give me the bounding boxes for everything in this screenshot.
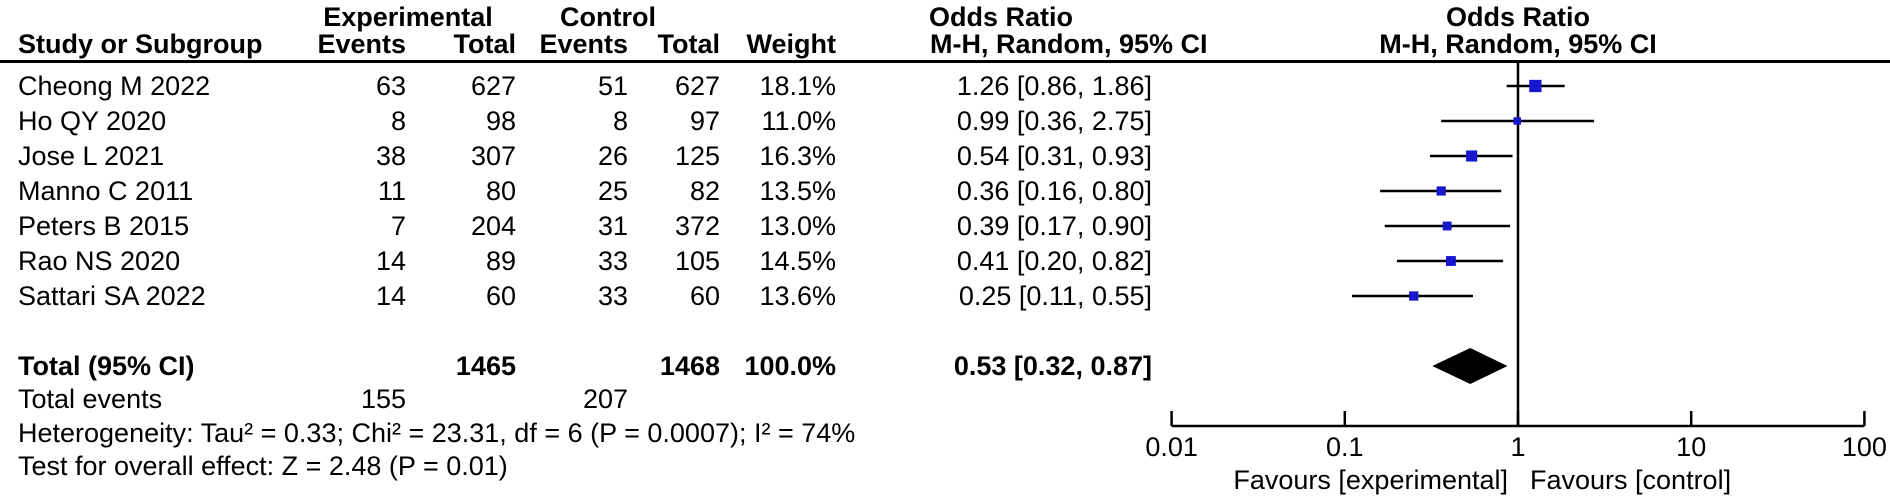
study-events-exp: 8 [390, 106, 406, 136]
study-weight: 16.3% [759, 141, 836, 171]
study-total-ctl: 60 [689, 281, 720, 311]
study-total-ctl: 97 [689, 106, 720, 136]
study-events-exp: 11 [377, 176, 406, 206]
study-total-exp: 204 [470, 211, 516, 241]
or-marker [1529, 79, 1542, 93]
study-events-exp: 63 [375, 71, 406, 101]
study-total-exp: 60 [485, 281, 516, 311]
study-name: Cheong M 2022 [18, 71, 211, 101]
study-row: Manno C 2011 11 80 25 82 13.5% 0.36 [0.16, 0.8… [0, 174, 1890, 208]
total-row: Total (95% CI) 1465 1468 100.0% 0.53 [0.… [0, 349, 1890, 383]
column-header-events-exp: Events [317, 29, 406, 59]
study-total-ctl: 82 [689, 176, 720, 206]
total-diamond [1432, 348, 1508, 384]
total-ctl-n: 1468 [659, 351, 720, 381]
study-events-ctl: 26 [597, 141, 628, 171]
or-marker [1513, 117, 1521, 125]
study-total-exp: 307 [470, 141, 516, 171]
favours-control-label: Favours [control] [1530, 465, 1731, 495]
study-total-ctl: 372 [674, 211, 720, 241]
study-events-ctl: 31 [597, 211, 628, 241]
study-row: Rao NS 2020 14 89 33 105 14.5% 0.41 [0.20, 0.8… [0, 244, 1890, 278]
study-weight: 13.5% [759, 176, 836, 206]
study-events-exp: 14 [375, 281, 406, 311]
total-events-label: Total events [18, 384, 163, 414]
total-label: Total (95% CI) [18, 351, 195, 381]
study-row: Cheong M 2022 63 627 51 627 18.1% 1.26 [0.86, … [0, 69, 1890, 103]
x-tick-label: 100 [1842, 432, 1887, 462]
study-events-exp: 38 [375, 141, 406, 171]
study-name: Jose L 2021 [18, 141, 165, 171]
or-marker [1442, 221, 1452, 231]
study-ci-text: 0.41 [0.20, 0.82] [956, 246, 1152, 276]
or-marker [1436, 186, 1446, 196]
study-weight: 13.0% [759, 211, 836, 241]
x-tick-label: 0.1 [1326, 432, 1364, 462]
study-total-ctl: 105 [674, 246, 720, 276]
study-ci-text: 0.25 [0.11, 0.55] [958, 281, 1152, 311]
study-events-ctl: 8 [612, 106, 628, 136]
study-ci-text: 0.36 [0.16, 0.80] [956, 176, 1152, 206]
column-header-events-ctl: Events [539, 29, 628, 59]
study-ci-text: 0.39 [0.17, 0.90] [956, 211, 1152, 241]
favours-experimental-label: Favours [experimental] [1233, 465, 1508, 495]
study-events-exp: 14 [375, 246, 406, 276]
total-weight: 100.0% [744, 351, 836, 381]
column-group-odds-ratio-right: Odds Ratio [1445, 2, 1590, 32]
study-total-exp: 89 [485, 246, 516, 276]
overall-effect-text: Test for overall effect: Z = 2.48 (P = 0… [18, 451, 508, 481]
study-name: Sattari SA 2022 [18, 281, 206, 311]
study-events-ctl: 33 [597, 246, 628, 276]
study-weight: 18.1% [759, 71, 836, 101]
study-name: Rao NS 2020 [18, 246, 181, 276]
column-group-odds-ratio-left: Odds Ratio [928, 2, 1073, 32]
total-exp-n: 1465 [455, 351, 516, 381]
study-total-exp: 80 [485, 176, 516, 206]
study-row: Ho QY 2020 8 98 8 97 11.0% 0.99 [0.36, 2.75] [0, 104, 1890, 138]
study-events-ctl: 51 [597, 71, 628, 101]
study-total-ctl: 125 [674, 141, 720, 171]
study-name: Ho QY 2020 [18, 106, 167, 136]
study-events-ctl: 25 [597, 176, 628, 206]
study-name: Manno C 2011 [18, 176, 194, 206]
column-header-total-ctl: Total [657, 29, 721, 59]
column-group-control: Control [560, 2, 656, 32]
column-header-mh-ci-right: M-H, Random, 95% CI [1379, 29, 1657, 59]
study-total-exp: 627 [470, 71, 516, 101]
total-events-exp: 155 [360, 384, 406, 414]
total-events-ctl: 207 [582, 384, 628, 414]
study-events-exp: 7 [390, 211, 406, 241]
study-name: Peters B 2015 [18, 211, 190, 241]
study-ci-text: 0.54 [0.31, 0.93] [956, 141, 1152, 171]
x-tick-label: 0.01 [1145, 432, 1198, 462]
column-group-experimental: Experimental [323, 2, 493, 32]
study-ci-text: 0.99 [0.36, 2.75] [956, 106, 1152, 136]
study-row: Sattari SA 2022 14 60 33 60 13.6% 0.25 [0.11, … [0, 279, 1890, 313]
or-marker [1446, 256, 1456, 266]
or-marker [1409, 291, 1419, 301]
column-header-total-exp: Total [453, 29, 517, 59]
study-weight: 11.0% [761, 106, 836, 136]
study-total-ctl: 627 [674, 71, 720, 101]
x-tick-label: 1 [1510, 432, 1525, 462]
study-row: Jose L 2021 38 307 26 125 16.3% 0.54 [0.31, 0.… [0, 139, 1890, 173]
study-ci-text: 1.26 [0.86, 1.86] [956, 71, 1152, 101]
column-header-weight: Weight [746, 29, 837, 59]
study-weight: 13.6% [759, 281, 836, 311]
study-events-ctl: 33 [597, 281, 628, 311]
study-total-exp: 98 [485, 106, 516, 136]
column-header-study: Study or Subgroup [18, 29, 263, 59]
or-marker [1466, 150, 1478, 162]
x-tick-label: 10 [1676, 432, 1706, 462]
study-row: Peters B 2015 7 204 31 372 13.0% 0.39 [0.17, 0… [0, 209, 1890, 243]
total-ci-text: 0.53 [0.32, 0.87] [953, 351, 1152, 381]
study-weight: 14.5% [759, 246, 836, 276]
heterogeneity-text: Heterogeneity: Tau² = 0.33; Chi² = 23.31… [18, 418, 856, 448]
total-events-row: Total events 155 207 [0, 382, 1890, 416]
